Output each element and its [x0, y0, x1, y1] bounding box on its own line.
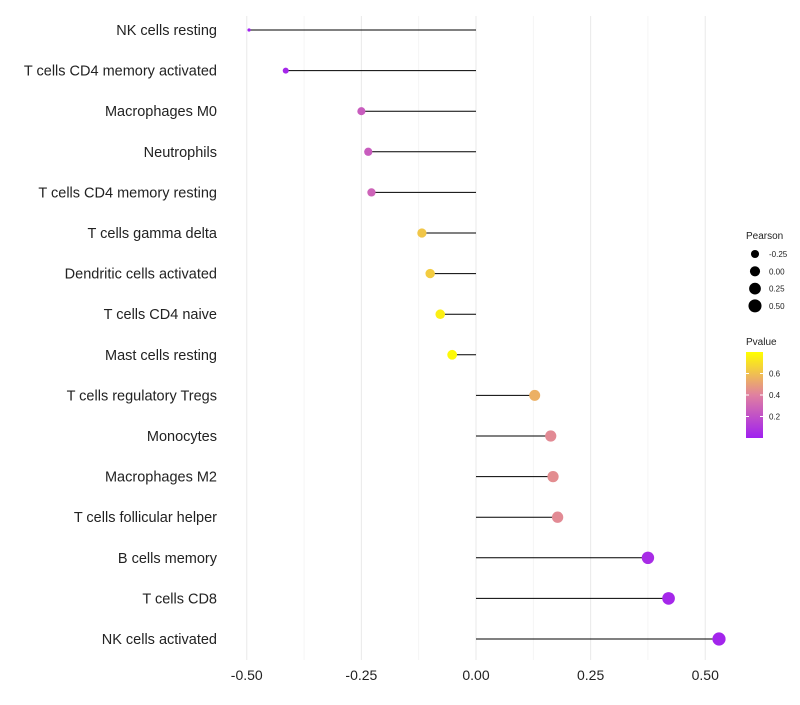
lollipop-point: [247, 28, 251, 32]
x-tick-label: -0.25: [345, 667, 377, 683]
size-legend-key: [749, 266, 761, 277]
x-tick-label: 0.50: [692, 667, 719, 683]
category-label: Neutrophils: [144, 145, 217, 161]
size-legend-label: 0.00: [769, 267, 785, 276]
lollipop-point: [364, 147, 373, 156]
category-label: T cells follicular helper: [74, 510, 217, 526]
lollipop-point: [662, 592, 675, 605]
color-legend-label: 0.4: [769, 391, 781, 400]
grid-layer: [246, 16, 706, 660]
lollipop-point: [447, 349, 458, 360]
category-label: Monocytes: [147, 429, 217, 445]
category-label: B cells memory: [118, 551, 218, 567]
color-legend-label: 0.6: [769, 370, 781, 379]
x-axis-ticks: -0.50 -0.25 0.00 0.25 0.50: [231, 667, 719, 683]
category-label: T cells CD4 naive: [104, 307, 217, 323]
size-legend-label: 0.25: [769, 285, 785, 294]
category-label: Mast cells resting: [105, 348, 217, 364]
size-legend-key: [749, 282, 761, 295]
lollipop-point: [545, 430, 557, 442]
lollipop-point: [282, 67, 289, 74]
size-legend-key: [750, 249, 760, 259]
category-label: T cells regulatory Tregs: [67, 388, 217, 404]
lollipop-point: [367, 188, 376, 197]
category-label: T cells CD8: [142, 591, 217, 607]
lollipop-point: [641, 551, 655, 565]
point-layer: [247, 28, 726, 646]
category-label: T cells CD4 memory resting: [38, 185, 217, 201]
category-label: Macrophages M2: [105, 470, 217, 486]
category-label: T cells CD4 memory activated: [24, 64, 217, 80]
lollipop-point: [529, 389, 541, 401]
color-bar: [746, 352, 763, 438]
lollipop-point: [547, 470, 559, 483]
size-legend: Pearson -0.25 0.00 0.25 0.50: [746, 231, 788, 313]
category-label: Macrophages M0: [105, 104, 217, 120]
color-legend-title: Pvalue: [746, 337, 777, 348]
x-tick-label: 0.00: [462, 667, 489, 683]
lollipop-point: [435, 309, 446, 319]
size-legend-title: Pearson: [746, 231, 783, 242]
category-label: Dendritic cells activated: [65, 267, 217, 283]
color-legend-label: 0.2: [769, 413, 781, 422]
lollipop-point: [357, 107, 366, 116]
lollipop-point: [712, 632, 726, 646]
size-legend-label: -0.25: [769, 250, 788, 259]
lollipop-point: [551, 511, 564, 523]
x-tick-label: 0.25: [577, 667, 604, 683]
size-legend-label: 0.50: [769, 302, 785, 311]
lollipop-point: [425, 268, 435, 279]
x-tick-label: -0.50: [231, 667, 263, 683]
color-legend: Pvalue 0.2 0.4 0.6: [746, 337, 781, 438]
category-label: T cells gamma delta: [88, 226, 218, 242]
category-labels: NK cells resting T cells CD4 memory activ…: [24, 23, 218, 648]
stem-layer: [249, 29, 719, 640]
category-label: NK cells resting: [116, 23, 217, 39]
size-legend-key: [748, 299, 762, 313]
lollipop-point: [417, 228, 427, 238]
category-label: NK cells activated: [102, 632, 217, 648]
legend: Pearson -0.25 0.00 0.25 0.50 Pvalue 0.2 0.4 0…: [746, 231, 788, 438]
